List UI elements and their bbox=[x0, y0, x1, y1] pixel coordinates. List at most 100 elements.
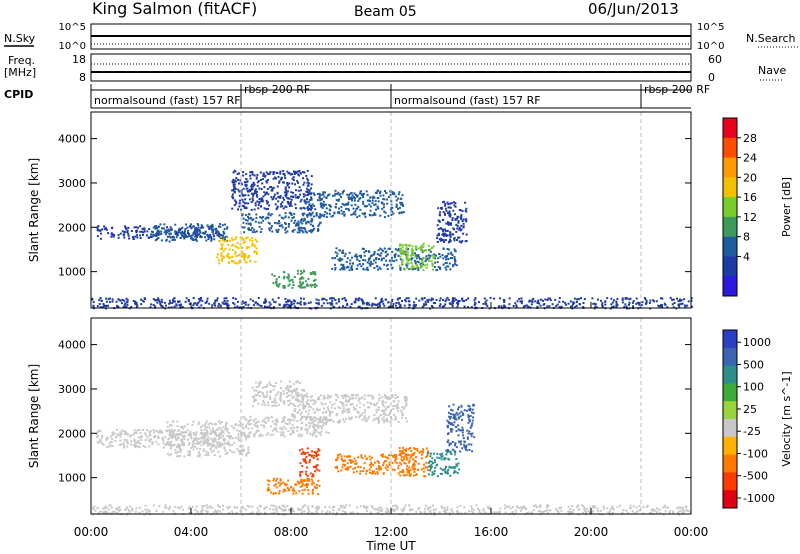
echo-cell bbox=[383, 216, 386, 219]
echo-cell bbox=[612, 305, 615, 308]
echo-cell bbox=[224, 223, 227, 226]
echo-cell bbox=[365, 470, 368, 472]
echo-cell bbox=[369, 255, 372, 258]
echo-cell bbox=[386, 420, 389, 423]
echo-cell bbox=[221, 239, 224, 242]
echo-cell bbox=[247, 303, 250, 306]
freq-strip bbox=[90, 53, 692, 82]
echo-cell bbox=[454, 205, 457, 208]
echo-cell bbox=[503, 301, 506, 303]
echo-cell bbox=[285, 388, 288, 391]
echo-cell bbox=[346, 411, 349, 414]
echo-cell bbox=[363, 213, 366, 216]
echo-cell bbox=[304, 202, 307, 205]
echo-cell bbox=[272, 282, 275, 285]
echo-cell bbox=[384, 211, 387, 214]
echo-cell bbox=[239, 236, 242, 239]
echo-cell bbox=[197, 451, 200, 454]
echo-cell bbox=[235, 262, 238, 265]
echo-cell bbox=[399, 258, 402, 261]
echo-cell bbox=[157, 298, 160, 301]
echo-cell bbox=[253, 192, 255, 195]
echo-cell bbox=[489, 506, 492, 509]
echo-cell bbox=[178, 432, 181, 435]
echo-cell bbox=[226, 299, 229, 302]
echo-cell bbox=[119, 299, 122, 302]
echo-cell bbox=[306, 431, 309, 434]
echo-cell bbox=[334, 267, 337, 269]
echo-cell bbox=[433, 511, 435, 514]
echo-cell bbox=[350, 416, 353, 419]
echo-cell bbox=[378, 509, 381, 512]
echo-cell bbox=[361, 412, 364, 415]
echo-cell bbox=[461, 426, 464, 429]
echo-cell bbox=[357, 299, 360, 302]
echo-cell bbox=[365, 420, 368, 423]
echo-cell bbox=[425, 266, 428, 269]
echo-cell bbox=[329, 400, 332, 403]
echo-cell bbox=[373, 259, 375, 262]
echo-cell bbox=[247, 434, 250, 437]
echo-cell bbox=[391, 192, 394, 195]
echo-cell bbox=[410, 261, 413, 264]
echo-cell bbox=[134, 444, 137, 447]
echo-cell bbox=[283, 181, 285, 184]
echo-cell bbox=[188, 303, 191, 305]
echo-cell bbox=[168, 508, 171, 511]
echo-cell bbox=[323, 203, 326, 206]
echo-cell bbox=[503, 304, 506, 307]
echo-cell bbox=[377, 416, 380, 419]
echo-cell bbox=[406, 458, 409, 461]
echo-cell bbox=[275, 486, 278, 489]
echo-cell bbox=[449, 257, 452, 259]
echo-cell bbox=[376, 190, 379, 193]
echo-cell bbox=[471, 408, 474, 411]
echo-cell bbox=[345, 299, 347, 302]
echo-cell bbox=[629, 297, 632, 300]
echo-cell bbox=[457, 434, 460, 437]
echo-cell bbox=[175, 446, 178, 449]
echo-cell bbox=[322, 215, 325, 218]
echo-cell bbox=[256, 394, 259, 396]
echo-cell bbox=[377, 258, 380, 260]
echo-cell bbox=[286, 303, 289, 306]
echo-cell bbox=[435, 269, 438, 272]
echo-cell bbox=[352, 460, 354, 463]
echo-cell bbox=[378, 393, 381, 396]
echo-cell bbox=[394, 253, 397, 256]
echo-cell bbox=[260, 228, 263, 231]
echo-cell bbox=[157, 232, 160, 235]
echo-cell bbox=[111, 300, 114, 303]
echo-cell bbox=[276, 205, 279, 208]
echo-cell bbox=[161, 431, 164, 434]
echo-cell bbox=[212, 430, 215, 433]
echo-cell bbox=[114, 439, 117, 442]
echo-cell bbox=[386, 253, 389, 256]
echo-cell bbox=[356, 394, 359, 397]
echo-cell bbox=[179, 303, 182, 306]
echo-cell bbox=[252, 194, 255, 197]
echo-cell bbox=[254, 220, 257, 223]
echo-cell bbox=[92, 508, 95, 511]
echo-cell bbox=[308, 426, 311, 429]
echo-cell bbox=[319, 434, 322, 437]
echo-cell bbox=[256, 181, 259, 184]
echo-cell bbox=[305, 190, 308, 193]
echo-cell bbox=[233, 441, 236, 444]
echo-cell bbox=[453, 300, 455, 303]
echo-cell bbox=[317, 431, 320, 434]
echo-cell bbox=[448, 405, 451, 408]
echo-cell bbox=[449, 422, 452, 425]
echo-cell bbox=[241, 198, 244, 201]
echo-cell bbox=[400, 252, 403, 255]
echo-cell bbox=[100, 299, 103, 302]
echo-cell bbox=[606, 507, 609, 510]
echo-cell bbox=[436, 452, 439, 455]
echo-cell bbox=[332, 509, 335, 512]
echo-cell bbox=[432, 452, 435, 455]
echo-cell bbox=[469, 415, 472, 417]
echo-cell bbox=[457, 221, 460, 224]
echo-cell bbox=[571, 512, 574, 515]
echo-cell bbox=[395, 302, 398, 304]
echo-cell bbox=[269, 508, 271, 511]
